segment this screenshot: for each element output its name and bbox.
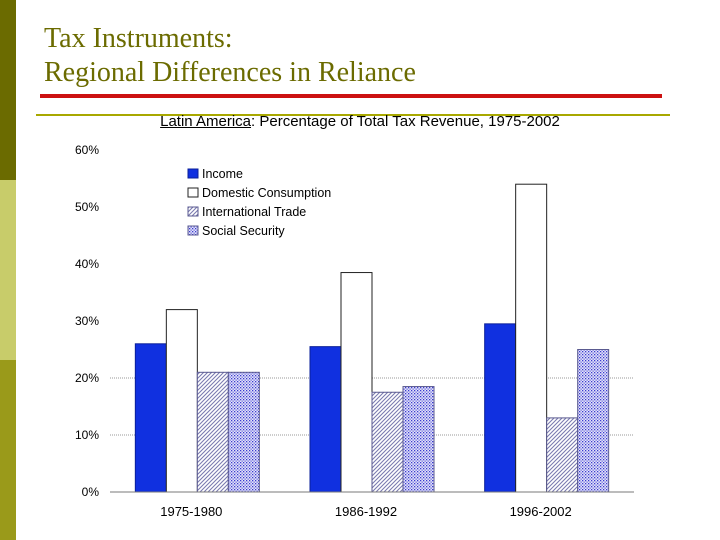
bar-social-security [227, 371, 260, 493]
y-tick-label: 50% [75, 200, 99, 214]
bar-social-security [402, 386, 435, 493]
y-tick-label: 30% [75, 314, 99, 328]
bar-domestic-consumption [165, 309, 198, 493]
bar-international-trade [546, 417, 579, 493]
bar-income [134, 343, 167, 493]
legend-label: Domestic Consumption [202, 186, 331, 200]
legend-swatch [187, 225, 199, 236]
legend-swatch [187, 168, 199, 179]
chart-title-rest: : Percentage of Total Tax Revenue, 1975-… [251, 113, 560, 130]
x-category-label: 1996-2002 [510, 504, 572, 519]
x-category-label: 1975-1980 [160, 504, 222, 519]
slide-title: Tax Instruments: Regional Differences in … [44, 22, 416, 90]
y-tick-label: 0% [82, 485, 100, 499]
legend-label: Income [202, 167, 243, 181]
y-tick-label: 40% [75, 257, 99, 271]
slide-title-line2: Regional Differences in Reliance [44, 57, 416, 88]
y-tick-label: 60% [75, 143, 99, 157]
y-tick-label: 20% [75, 371, 99, 385]
sidebar-block-bottom [0, 360, 16, 540]
legend-swatch [187, 187, 199, 198]
bar-international-trade [196, 371, 229, 493]
bar-domestic-consumption [515, 183, 548, 493]
bar-income [484, 323, 517, 493]
sidebar-block-middle [0, 180, 16, 360]
title-underline-red [40, 94, 662, 98]
legend-label: Social Security [202, 224, 285, 238]
bar-domestic-consumption [340, 272, 373, 493]
bar-international-trade [371, 391, 404, 493]
chart-title-region: Latin America [160, 113, 252, 130]
legend-swatch [187, 206, 199, 217]
legend-label: International Trade [202, 205, 306, 219]
bar-income [309, 346, 342, 493]
y-tick-label: 10% [75, 428, 99, 442]
sidebar-block-top [0, 0, 16, 180]
slide-title-line1: Tax Instruments: [44, 23, 233, 54]
chart-title: Latin America: Percentage of Total Tax R… [0, 112, 720, 132]
bar-social-security [577, 349, 610, 493]
x-category-label: 1986-1992 [335, 504, 397, 519]
title-underline-olive [36, 114, 670, 116]
slide-sidebar [0, 0, 16, 540]
